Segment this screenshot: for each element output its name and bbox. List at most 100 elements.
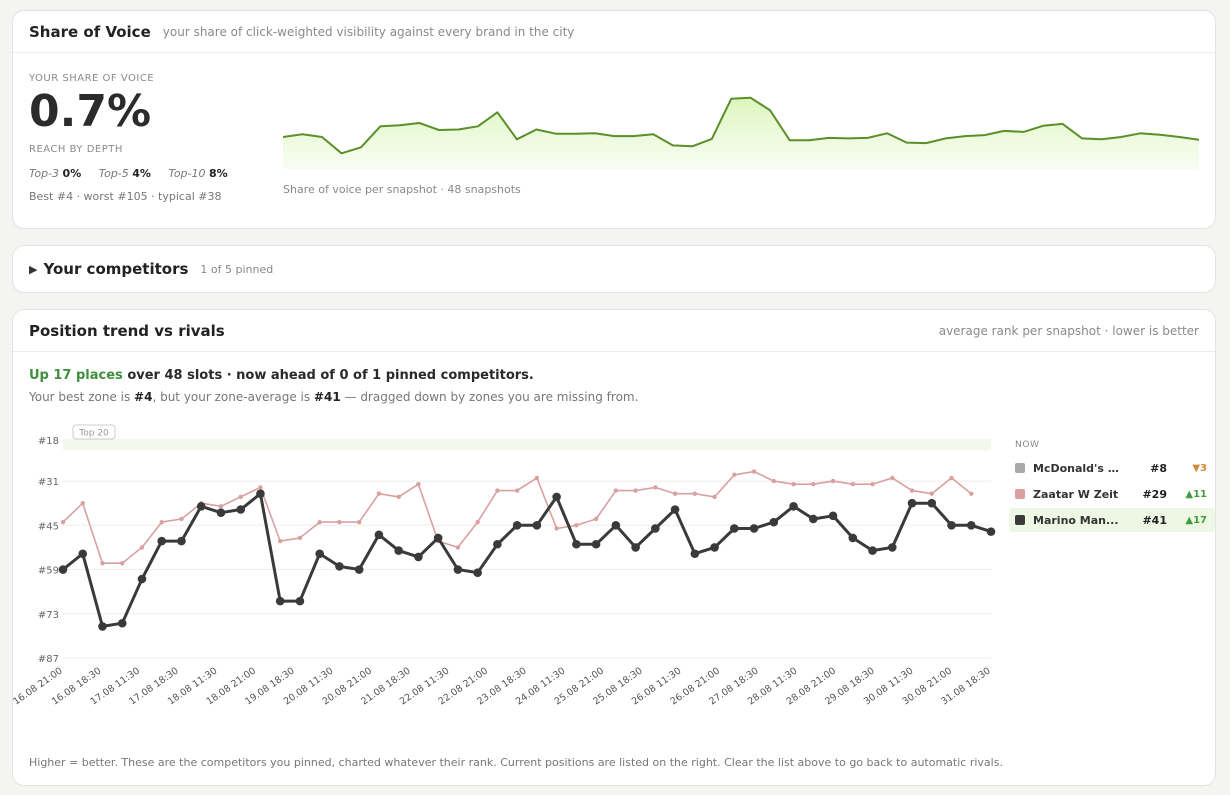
data-point[interactable] <box>495 488 500 493</box>
legend-swatch <box>1015 463 1025 473</box>
data-point[interactable] <box>966 521 976 530</box>
data-point[interactable] <box>611 521 621 530</box>
data-point[interactable] <box>631 543 640 552</box>
data-point[interactable] <box>808 514 818 524</box>
data-point[interactable] <box>749 524 759 533</box>
data-point[interactable] <box>850 482 855 487</box>
data-point[interactable] <box>317 519 322 525</box>
data-point[interactable] <box>690 549 700 559</box>
data-point[interactable] <box>100 561 105 566</box>
data-point[interactable] <box>789 502 798 511</box>
legend-row-marino[interactable]: Marino Man... #41 ▲17 <box>1009 508 1215 532</box>
data-point[interactable] <box>848 533 858 543</box>
data-point[interactable] <box>139 545 145 550</box>
data-point[interactable] <box>811 482 816 487</box>
data-point[interactable] <box>769 517 779 527</box>
data-point[interactable] <box>98 622 107 631</box>
data-point[interactable] <box>712 494 717 500</box>
data-point[interactable] <box>534 475 540 481</box>
data-point[interactable] <box>732 472 737 477</box>
data-point[interactable] <box>532 521 542 530</box>
data-point[interactable] <box>414 552 423 562</box>
data-point[interactable] <box>986 527 996 536</box>
data-point[interactable] <box>907 498 917 508</box>
data-point[interactable] <box>455 545 461 550</box>
data-point[interactable] <box>374 530 384 540</box>
data-point[interactable] <box>376 491 382 496</box>
data-point[interactable] <box>60 519 66 525</box>
data-point[interactable] <box>196 502 206 511</box>
data-point[interactable] <box>236 505 246 514</box>
data-point[interactable] <box>157 536 167 546</box>
data-point[interactable] <box>771 478 777 484</box>
data-point[interactable] <box>653 485 658 490</box>
data-point[interactable] <box>58 565 68 574</box>
data-point[interactable] <box>394 546 403 555</box>
data-point[interactable] <box>514 488 520 493</box>
data-point[interactable] <box>80 500 85 506</box>
data-point[interactable] <box>356 519 362 525</box>
data-point[interactable] <box>295 596 305 606</box>
data-point[interactable] <box>473 568 482 577</box>
legend-row-zaatar[interactable]: Zaatar W Zeit #29 ▲11 <box>1009 482 1215 506</box>
data-point[interactable] <box>433 533 443 543</box>
data-point[interactable] <box>613 488 619 493</box>
data-point[interactable] <box>159 519 164 525</box>
position-trend-card: Position trend vs rivals average rank pe… <box>12 309 1216 786</box>
data-point[interactable] <box>218 504 224 509</box>
data-point[interactable] <box>453 565 463 574</box>
data-point[interactable] <box>887 543 897 552</box>
data-point[interactable] <box>238 494 243 500</box>
data-point[interactable] <box>216 508 226 517</box>
data-point[interactable] <box>651 524 660 533</box>
data-point[interactable] <box>179 516 184 522</box>
data-point[interactable] <box>692 491 698 496</box>
data-point[interactable] <box>868 546 877 555</box>
data-point[interactable] <box>256 489 265 499</box>
data-point[interactable] <box>493 539 502 549</box>
data-point[interactable] <box>969 491 974 496</box>
data-point[interactable] <box>315 549 324 559</box>
data-point[interactable] <box>277 538 283 544</box>
data-point[interactable] <box>117 618 127 628</box>
data-point[interactable] <box>710 543 719 552</box>
data-point[interactable] <box>78 549 88 559</box>
data-point[interactable] <box>730 524 739 533</box>
data-point[interactable] <box>335 562 344 571</box>
data-point[interactable] <box>633 488 638 493</box>
data-point[interactable] <box>337 519 342 525</box>
competitors-toggle[interactable]: ▶ Your competitors 1 of 5 pinned <box>12 245 1216 293</box>
data-point[interactable] <box>258 485 263 490</box>
data-point[interactable] <box>672 491 678 496</box>
data-point[interactable] <box>512 521 522 530</box>
data-point[interactable] <box>929 491 934 496</box>
data-point[interactable] <box>354 565 364 574</box>
data-point[interactable] <box>593 516 599 522</box>
data-point[interactable] <box>552 492 561 502</box>
data-point[interactable] <box>120 561 125 566</box>
data-point[interactable] <box>416 482 421 487</box>
data-point[interactable] <box>554 526 559 531</box>
data-point[interactable] <box>574 523 579 528</box>
data-point[interactable] <box>947 521 956 530</box>
data-point[interactable] <box>890 475 895 481</box>
data-point[interactable] <box>572 539 581 549</box>
data-point[interactable] <box>137 574 147 584</box>
data-point[interactable] <box>297 535 303 541</box>
data-point[interactable] <box>396 494 401 500</box>
data-point[interactable] <box>177 536 186 546</box>
data-point[interactable] <box>949 475 954 481</box>
data-point[interactable] <box>927 498 937 508</box>
data-point[interactable] <box>670 505 680 514</box>
data-point[interactable] <box>909 488 915 493</box>
data-point[interactable] <box>828 511 838 521</box>
data-point[interactable] <box>275 596 285 606</box>
legend-row-mcdonalds[interactable]: McDonald's · I... #8 ▼3 <box>1009 456 1215 480</box>
data-point[interactable] <box>475 519 480 525</box>
zone-best: #4 <box>134 390 153 404</box>
data-point[interactable] <box>870 482 875 487</box>
data-point[interactable] <box>591 539 601 549</box>
data-point[interactable] <box>751 469 757 474</box>
data-point[interactable] <box>791 482 796 487</box>
data-point[interactable] <box>830 478 836 484</box>
